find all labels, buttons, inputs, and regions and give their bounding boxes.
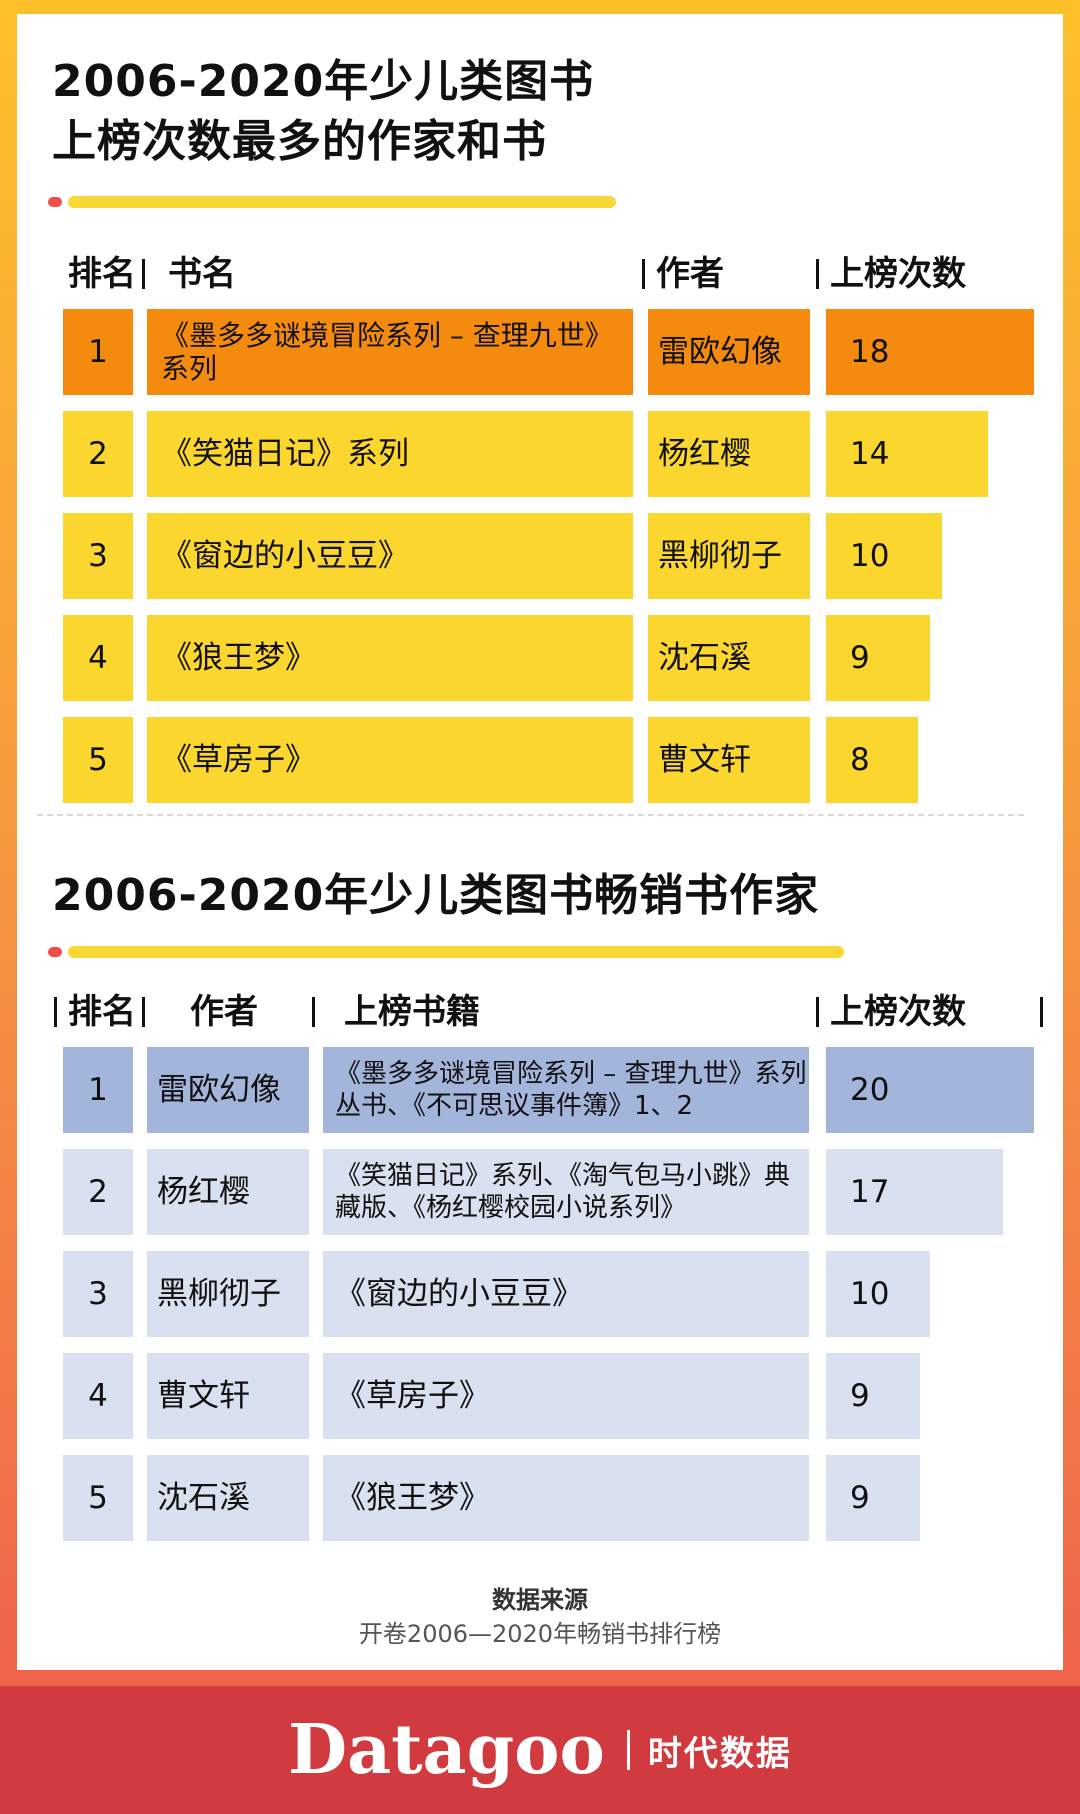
table2-rank-cell: 5 (63, 1455, 133, 1541)
table2-books-cell: 《墨多多谜境冒险系列 – 查理九世》系列丛书、《不可思议事件簿》1、2 (323, 1047, 809, 1133)
table1-count-bar: 10 (826, 513, 942, 599)
table2-header-sep (1040, 997, 1043, 1027)
section1-underline-dot (48, 197, 62, 207)
table1-count-bar: 9 (826, 615, 930, 701)
table2-header-count: 上榜次数 (830, 992, 966, 1032)
table2-header-author: 作者 (190, 992, 258, 1032)
section2-title: 2006-2020年少儿类图书畅销书作家 (52, 870, 820, 921)
table1-rank-cell: 4 (63, 615, 133, 701)
table2-books-cell: 《窗边的小豆豆》 (323, 1251, 809, 1337)
table1-header-sep (142, 259, 145, 289)
table1-author-cell: 曹文轩 (648, 717, 810, 803)
table2-books-cell: 《草房子》 (323, 1353, 809, 1439)
table2-count-bar: 20 (826, 1047, 1034, 1133)
table2-rank-cell: 3 (63, 1251, 133, 1337)
table2-count-bar: 10 (826, 1251, 930, 1337)
table2-header-sep (142, 997, 145, 1027)
table1-header-book: 书名 (168, 254, 236, 294)
table1-count-bar: 18 (826, 309, 1034, 395)
table1-header-rank: 排名 (68, 254, 136, 294)
table2-author-cell: 黑柳彻子 (147, 1251, 309, 1337)
table2-author-cell: 雷欧幻像 (147, 1047, 309, 1133)
table2-count-bar: 9 (826, 1353, 920, 1439)
table2-header-sep (312, 997, 315, 1027)
section2-underline-dot (48, 947, 62, 957)
table2-books-cell: 《笑猫日记》系列、《淘气包马小跳》典藏版、《杨红樱校园小说系列》 (323, 1149, 809, 1235)
table1-rank-cell: 5 (63, 717, 133, 803)
source-text: 开卷2006—2020年畅销书排行榜 (358, 1620, 722, 1648)
table2-author-cell: 沈石溪 (147, 1455, 309, 1541)
brand-subtitle: 时代数据 (647, 1733, 792, 1774)
table1-rank-cell: 3 (63, 513, 133, 599)
table2-header-sep (816, 997, 819, 1027)
table2-author-cell: 曹文轩 (147, 1353, 309, 1439)
table2-author-cell: 杨红樱 (147, 1149, 309, 1235)
section1-title: 2006-2020年少儿类图书 上榜次数最多的作家和书 (52, 56, 595, 167)
table1-header-sep (816, 259, 819, 289)
table2-rank-cell: 4 (63, 1353, 133, 1439)
table1-author-cell: 黑柳彻子 (648, 513, 810, 599)
table1-count-bar: 8 (826, 717, 918, 803)
source-title: 数据来源 (492, 1586, 588, 1614)
table2-books-cell: 《狼王梦》 (323, 1455, 809, 1541)
table2-header-rank: 排名 (68, 992, 136, 1032)
brand-logo: Datagoo (288, 1710, 605, 1790)
table1-count-bar: 14 (826, 411, 988, 497)
table1-book-cell: 《狼王梦》 (147, 615, 633, 701)
table2-rank-cell: 2 (63, 1149, 133, 1235)
table2-rank-cell: 1 (63, 1047, 133, 1133)
footer-bar: Datagoo 时代数据 (0, 1686, 1080, 1814)
section2-underline-bar (68, 946, 844, 958)
table1-header-count: 上榜次数 (830, 254, 966, 294)
table1-author-cell: 杨红樱 (648, 411, 810, 497)
table1-header-sep (642, 259, 645, 289)
section1-underline-bar (68, 196, 616, 208)
table1-header-author: 作者 (656, 254, 724, 294)
table2-header-books: 上榜书籍 (344, 992, 480, 1032)
table1-rank-cell: 1 (63, 309, 133, 395)
table1-book-cell: 《笑猫日记》系列 (147, 411, 633, 497)
table1-author-cell: 雷欧幻像 (648, 309, 810, 395)
brand-separator (626, 1730, 630, 1770)
table2-count-bar: 17 (826, 1149, 1003, 1235)
table1-book-cell: 《墨多多谜境冒险系列 – 查理九世》系列 (147, 309, 633, 395)
table2-header-sep (54, 997, 57, 1027)
section-divider (37, 814, 1024, 816)
table2-count-bar: 9 (826, 1455, 920, 1541)
table1-book-cell: 《窗边的小豆豆》 (147, 513, 633, 599)
table1-book-cell: 《草房子》 (147, 717, 633, 803)
table1-rank-cell: 2 (63, 411, 133, 497)
table1-author-cell: 沈石溪 (648, 615, 810, 701)
